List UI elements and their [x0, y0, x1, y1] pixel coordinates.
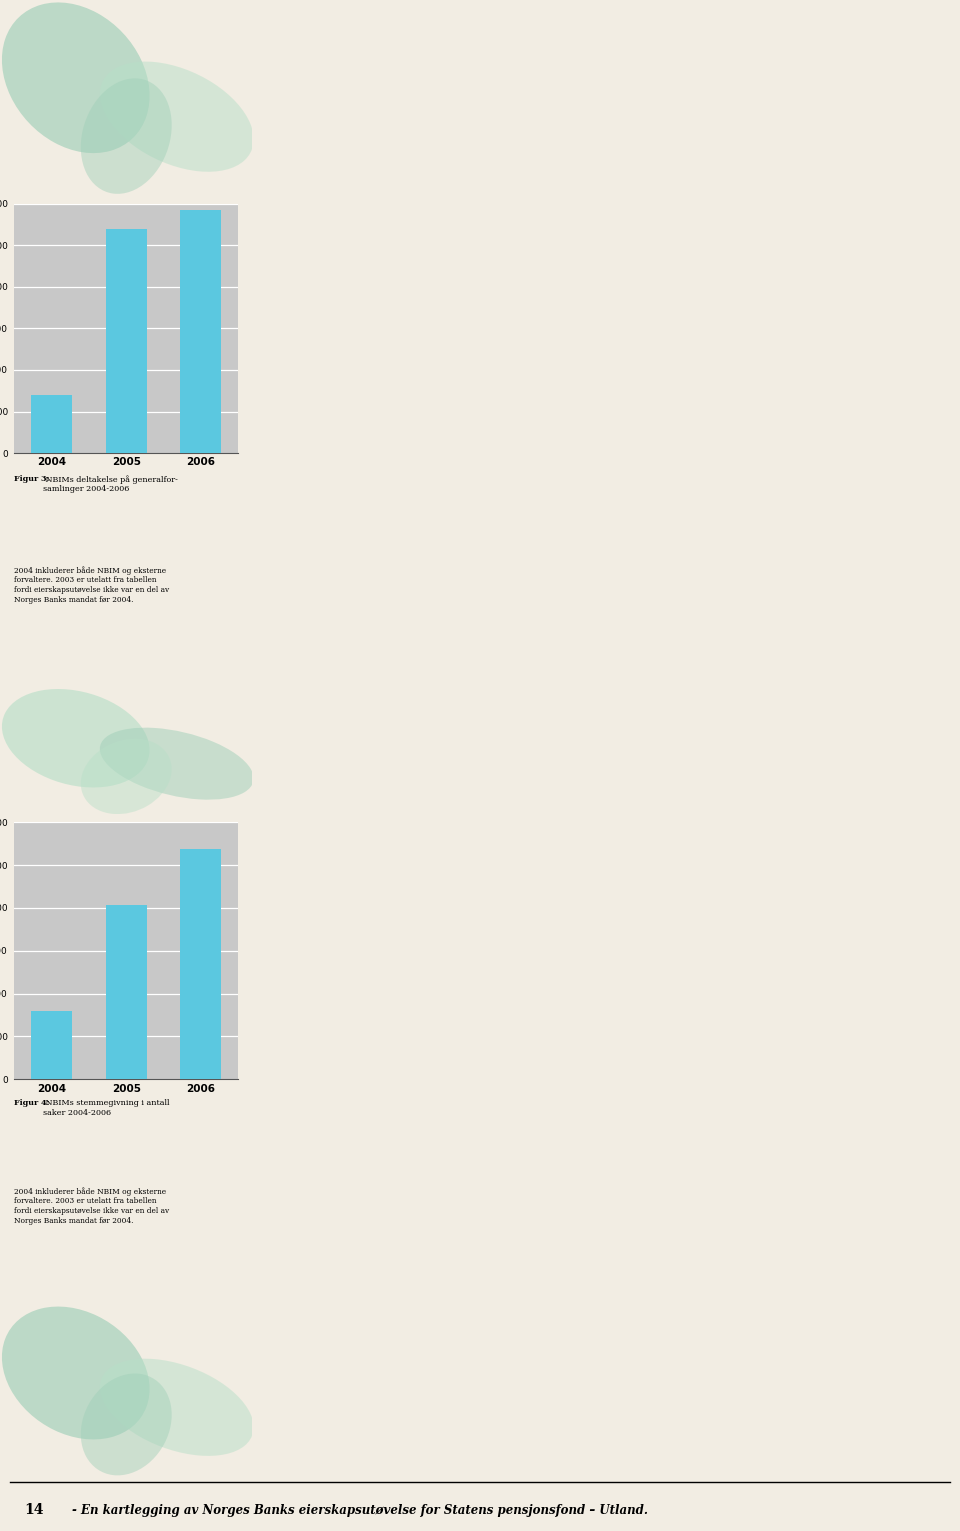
Ellipse shape	[100, 61, 253, 171]
Bar	[106, 905, 147, 1079]
Text: 2004 inkluderer både NBIM og eksterne
forvaltere. 2003 er utelatt fra tabellen
f: 2004 inkluderer både NBIM og eksterne fo…	[13, 566, 169, 603]
Ellipse shape	[100, 1358, 253, 1456]
Ellipse shape	[100, 727, 253, 799]
Bar	[180, 850, 222, 1079]
Text: 2004 inkluderer både NBIM og eksterne
forvaltere. 2003 er utelatt fra tabellen
f: 2004 inkluderer både NBIM og eksterne fo…	[13, 1187, 169, 1225]
Bar	[180, 210, 222, 453]
Ellipse shape	[81, 738, 172, 814]
Ellipse shape	[2, 1306, 150, 1439]
Text: Figur 4:: Figur 4:	[13, 1099, 50, 1107]
Ellipse shape	[81, 1373, 172, 1476]
Bar	[31, 395, 72, 453]
Ellipse shape	[2, 3, 150, 153]
Text: - En kartlegging av Norges Banks eierskapsutøvelse for Statens pensjonsfond – Ut: - En kartlegging av Norges Banks eierska…	[72, 1503, 648, 1517]
Ellipse shape	[2, 689, 150, 787]
Text: 14: 14	[24, 1503, 43, 1517]
Text: Figur 3:: Figur 3:	[13, 475, 49, 482]
Text: NBIMs stemmegivning i antall
saker 2004-2006: NBIMs stemmegivning i antall saker 2004-…	[43, 1099, 169, 1116]
Text: NBIMs deltakelse på generalfor-
samlinger 2004-2006: NBIMs deltakelse på generalfor- samlinge…	[43, 475, 178, 493]
Bar	[31, 1010, 72, 1079]
Ellipse shape	[81, 78, 172, 194]
Bar	[106, 228, 147, 453]
